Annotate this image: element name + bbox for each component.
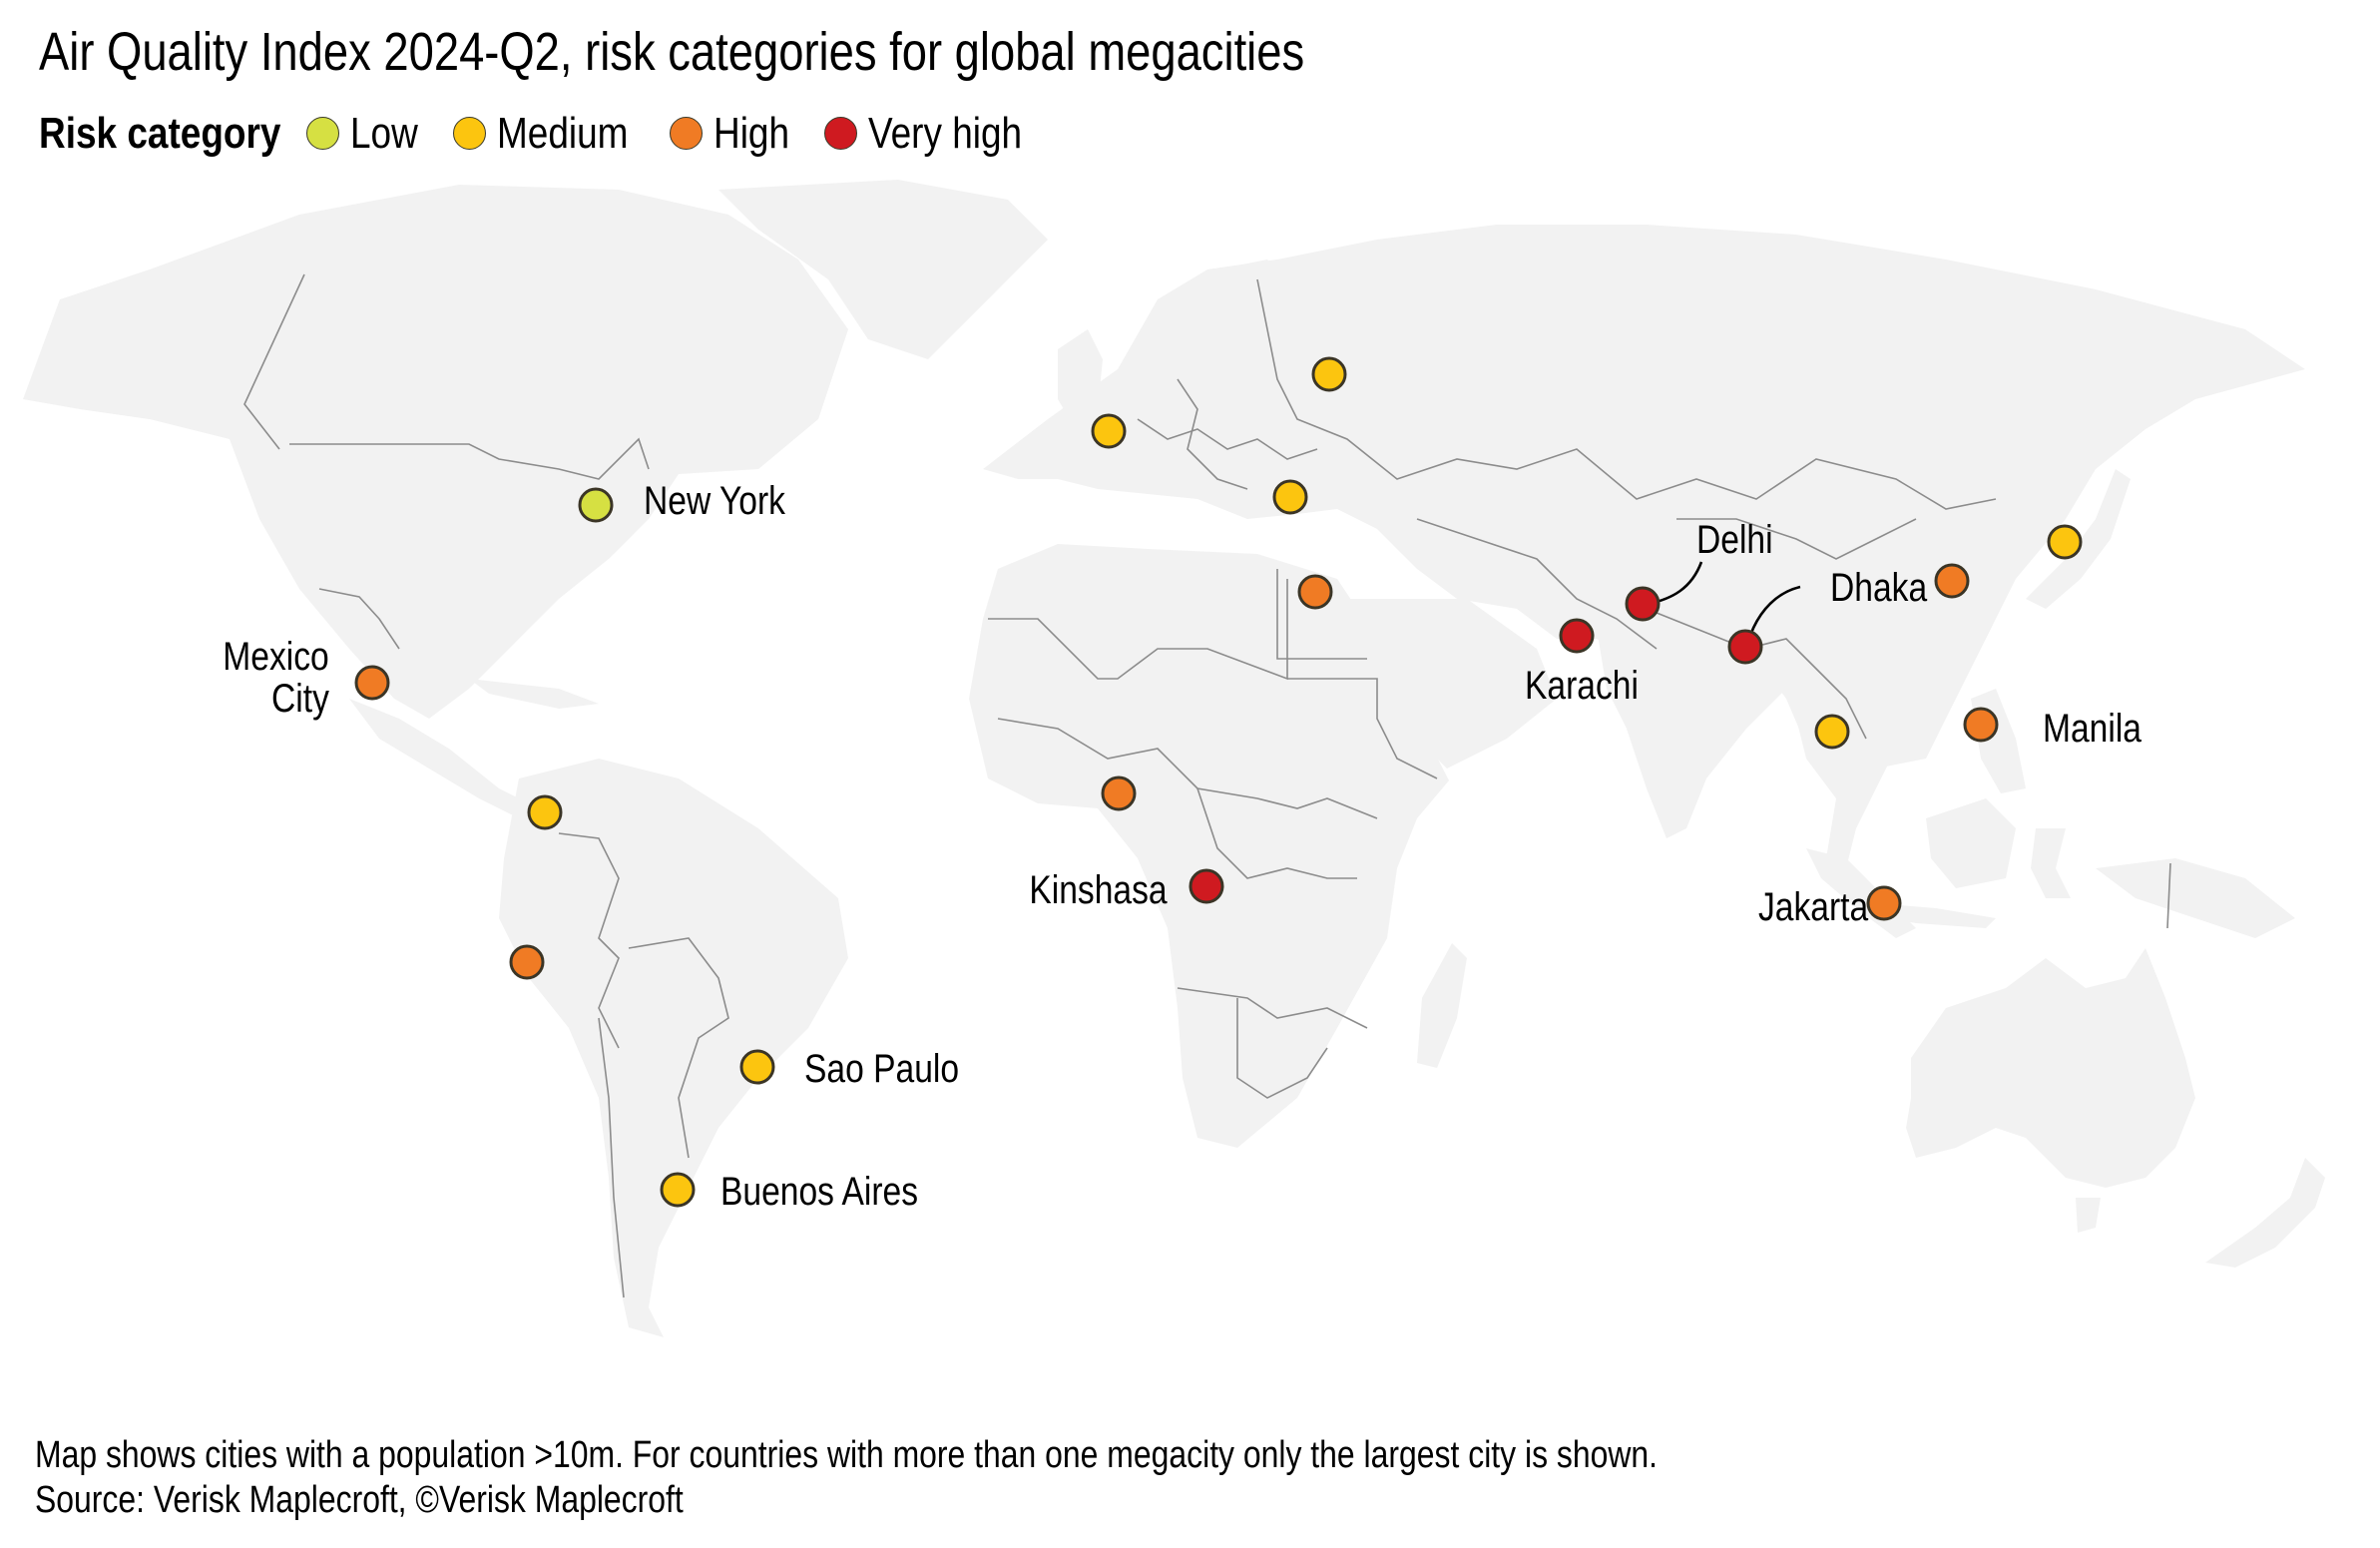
land-north-america	[23, 185, 848, 719]
label-delhi: Delhi	[1696, 518, 1787, 562]
land-central-america	[349, 699, 539, 823]
marker-sao-paulo[interactable]	[739, 1049, 775, 1085]
marker-jakarta[interactable]	[1866, 885, 1902, 921]
border-south-america-2	[628, 937, 729, 1159]
border-russia	[1256, 278, 1997, 510]
border-us-mexico	[318, 588, 400, 650]
legend-dot-low-icon	[306, 117, 339, 150]
border-africa-6	[1236, 998, 1328, 1099]
land-india	[1597, 629, 1786, 838]
label-jakarta: Jakarta	[1737, 885, 1868, 929]
marker-bogota[interactable]	[527, 794, 563, 830]
marker-moscow[interactable]	[1311, 356, 1347, 392]
border-central-asia	[1416, 518, 1658, 650]
label-buenos-aires-text: Buenos Aires	[720, 1170, 918, 1214]
legend-label-very-high: Very high	[868, 109, 1023, 158]
chart-title: Air Quality Index 2024-Q2, risk categori…	[39, 22, 1546, 82]
legend-label-high: High	[714, 109, 790, 158]
border-chile	[598, 1017, 625, 1298]
marker-new-york[interactable]	[578, 487, 614, 523]
marker-china[interactable]	[1934, 563, 1970, 599]
label-new-york: New York	[644, 479, 812, 523]
label-sao-paulo: Sao Paulo	[804, 1047, 989, 1091]
marker-kinshasa[interactable]	[1189, 868, 1224, 904]
label-mexico-city-line1: Mexico	[203, 635, 329, 679]
country-borders	[243, 273, 2171, 1298]
label-dhaka-text: Dhaka	[1830, 566, 1928, 610]
border-us-canada	[289, 437, 650, 480]
label-sao-paulo-text: Sao Paulo	[804, 1047, 960, 1091]
land-scandinavia	[1158, 259, 1297, 399]
land-masses	[23, 180, 2325, 1337]
footer-note: Map shows cities with a population >10m.…	[35, 1433, 1967, 1477]
marker-dhaka[interactable]	[1727, 629, 1763, 665]
border-europe-2	[1177, 378, 1248, 490]
border-africa-4	[1196, 787, 1357, 879]
label-mexico-text: Mexico	[223, 635, 329, 679]
marker-paris[interactable]	[1091, 413, 1127, 449]
land-java	[1876, 903, 1996, 928]
land-new-zealand	[2205, 1158, 2325, 1268]
footer-note-text: Map shows cities with a population >10m.…	[35, 1434, 1659, 1476]
label-kinshasa: Kinshasa	[1003, 868, 1168, 912]
land-greenland	[718, 180, 1048, 359]
land-africa	[969, 544, 1449, 1148]
marker-karachi[interactable]	[1559, 618, 1595, 654]
land-caribbean	[469, 679, 599, 709]
land-sulawesi	[2031, 828, 2071, 898]
land-madagascar	[1417, 943, 1467, 1068]
label-manila-text: Manila	[2043, 707, 2142, 751]
footer-source: Source: Verisk Maplecroft, ©Verisk Maple…	[35, 1478, 807, 1522]
label-new-york-text: New York	[644, 479, 785, 523]
land-borneo	[1926, 798, 2016, 888]
legend-label-low: Low	[350, 109, 418, 158]
legend-dot-medium-icon	[453, 117, 486, 150]
land-new-guinea	[2096, 858, 2295, 938]
border-egypt	[1276, 569, 1367, 660]
border-himalaya	[1646, 608, 1867, 740]
marker-delhi[interactable]	[1625, 586, 1661, 622]
land-south-america	[499, 759, 848, 1337]
border-africa-1	[988, 579, 1288, 681]
label-buenos-aires: Buenos Aires	[720, 1170, 956, 1214]
label-delhi-text: Delhi	[1696, 518, 1773, 562]
legend-dot-very-high-icon	[824, 117, 857, 150]
marker-tokyo[interactable]	[2047, 524, 2083, 560]
border-china-mongolia	[1676, 518, 1917, 560]
border-south-america-1	[558, 832, 620, 1049]
border-africa-5	[1177, 987, 1368, 1029]
label-karachi: Karachi	[1525, 664, 1661, 708]
border-europe-1	[1137, 418, 1318, 460]
marker-buenos-aires[interactable]	[660, 1172, 696, 1208]
marker-bangkok[interactable]	[1814, 714, 1850, 750]
border-africa-2	[1287, 678, 1438, 779]
marker-manila[interactable]	[1963, 707, 1999, 743]
marker-mexico-city[interactable]	[354, 665, 390, 701]
marker-cairo[interactable]	[1297, 574, 1333, 610]
border-alaska	[243, 273, 305, 450]
legend-label-medium: Medium	[497, 109, 629, 158]
land-tasmania	[2076, 1198, 2101, 1233]
label-mexico-city-line2: City	[260, 677, 329, 721]
marker-lagos[interactable]	[1101, 775, 1137, 811]
land-australia	[1906, 948, 2195, 1188]
legend-title: Risk category	[39, 109, 281, 158]
land-uk	[1058, 329, 1103, 424]
label-karachi-text: Karachi	[1525, 664, 1639, 708]
border-png	[2166, 862, 2171, 929]
chart-title-text: Air Quality Index 2024-Q2, risk categori…	[39, 22, 1305, 82]
legend-dot-high-icon	[670, 117, 703, 150]
land-arabia	[1347, 599, 1557, 769]
label-manila: Manila	[2043, 707, 2160, 751]
label-jakarta-text: Jakarta	[1757, 885, 1868, 929]
marker-lima[interactable]	[509, 944, 545, 980]
label-city-text: City	[271, 677, 329, 721]
footer-source-text: Source: Verisk Maplecroft, ©Verisk Maple…	[35, 1479, 684, 1521]
marker-istanbul[interactable]	[1272, 479, 1308, 515]
label-kinshasa-text: Kinshasa	[1029, 868, 1168, 912]
label-dhaka: Dhaka	[1830, 566, 1946, 610]
land-japan	[2026, 469, 2131, 609]
